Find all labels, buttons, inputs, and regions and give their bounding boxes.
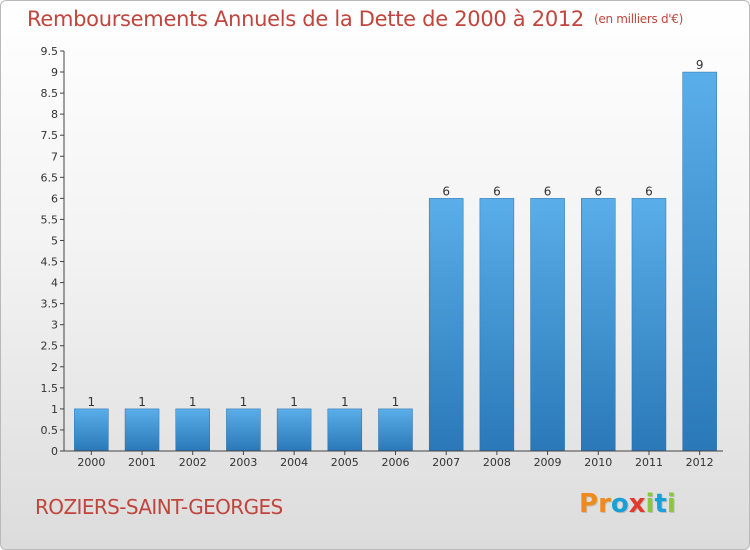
logo-letter: P [579,489,599,519]
x-tick-label-2002: 2002 [179,456,207,469]
logo-letter: t [654,489,667,519]
y-tick-label: 2.5 [41,340,59,353]
x-axis: 2000 2001 2002 2003 2004 2005 2006 2007 2008 2009… [64,450,723,469]
bars: 1 1 1 1 1 1 1 6 6 6 6 6 9 [74,58,717,452]
logo-letter: i [666,489,676,519]
y-tick-label: 1 [51,403,58,416]
data-label-2011: 6 [645,184,653,198]
bar-2010 [581,198,616,452]
x-tick-label-2006: 2006 [382,456,410,469]
bar-2007 [428,198,464,452]
chart-title-text: Remboursements Annuels de la Dette de 20… [27,7,584,31]
bar-2003 [226,408,261,452]
data-label-2012: 9 [696,58,704,72]
x-tick-label-2011: 2011 [635,456,663,469]
y-tick-label: 3 [51,319,58,332]
data-label-2002: 1 [189,395,197,409]
bar-2005 [327,408,363,452]
y-axis: 0 0.5 1 1.5 2 2.5 3 3.5 4 4.5 5 5.5 6 6.5 7 7.5 8 8.5 9 9.5 [41,45,65,458]
logo-letter: r [598,489,611,519]
y-tick-label: 7.5 [41,129,59,142]
bar-2011 [631,198,667,452]
y-tick-label: 8 [51,108,58,121]
x-tick-label-2007: 2007 [432,456,460,469]
y-tick-label: 4 [51,277,58,290]
x-tick-label-2010: 2010 [584,456,612,469]
y-tick-label: 1.5 [41,382,59,395]
bar-2009 [530,198,565,452]
y-tick-label: 7 [51,150,58,163]
bar-2002 [175,408,210,452]
data-label-2010: 6 [594,184,602,198]
data-label-2006: 1 [392,395,400,409]
x-tick-label-2005: 2005 [331,456,359,469]
data-label-2001: 1 [138,395,146,409]
town-name: ROZIERS-SAINT-GEORGES [35,495,283,519]
bar-2001 [124,408,160,452]
data-label-2008: 6 [493,184,501,198]
chart-title: Remboursements Annuels de la Dette de 20… [27,7,683,31]
x-tick-label-2000: 2000 [77,456,105,469]
y-tick-label: 4.5 [41,256,59,269]
data-label-2007: 6 [442,184,450,198]
y-tick-label: 0.5 [41,424,59,437]
x-tick-label-2009: 2009 [534,456,562,469]
bar-2000 [74,408,109,452]
y-tick-label: 6 [51,192,58,205]
y-tick-label: 8.5 [41,87,59,100]
y-tick-label: 9 [51,66,58,79]
y-tick-label: 5 [51,234,58,247]
proxiti-logo[interactable]: Proxiti [579,489,691,523]
bar-2006 [378,408,413,452]
x-tick-label-2008: 2008 [483,456,511,469]
logo-letter: i [645,489,655,519]
bar-2008 [479,198,515,452]
x-tick-label-2012: 2012 [686,456,714,469]
data-label-2005: 1 [341,395,349,409]
bar-2004 [276,408,312,452]
logo-letter: o [610,489,629,519]
y-tick-label: 2 [51,361,58,374]
data-label-2004: 1 [290,395,298,409]
bar-2012 [682,71,717,452]
data-label-2000: 1 [88,395,96,409]
y-tick-label: 6.5 [41,171,59,184]
x-tick-label-2004: 2004 [280,456,308,469]
y-tick-label: 3.5 [41,298,59,311]
logo-letter: x [628,489,646,519]
data-label-2003: 1 [240,395,248,409]
x-tick-label-2001: 2001 [128,456,156,469]
y-tick-label: 5.5 [41,213,59,226]
data-label-2009: 6 [544,184,552,198]
y-tick-label: 0 [51,445,58,458]
unit-note: (en milliers d'€) [594,12,684,26]
y-tick-label: 9.5 [41,45,59,58]
x-tick-label-2003: 2003 [229,456,257,469]
